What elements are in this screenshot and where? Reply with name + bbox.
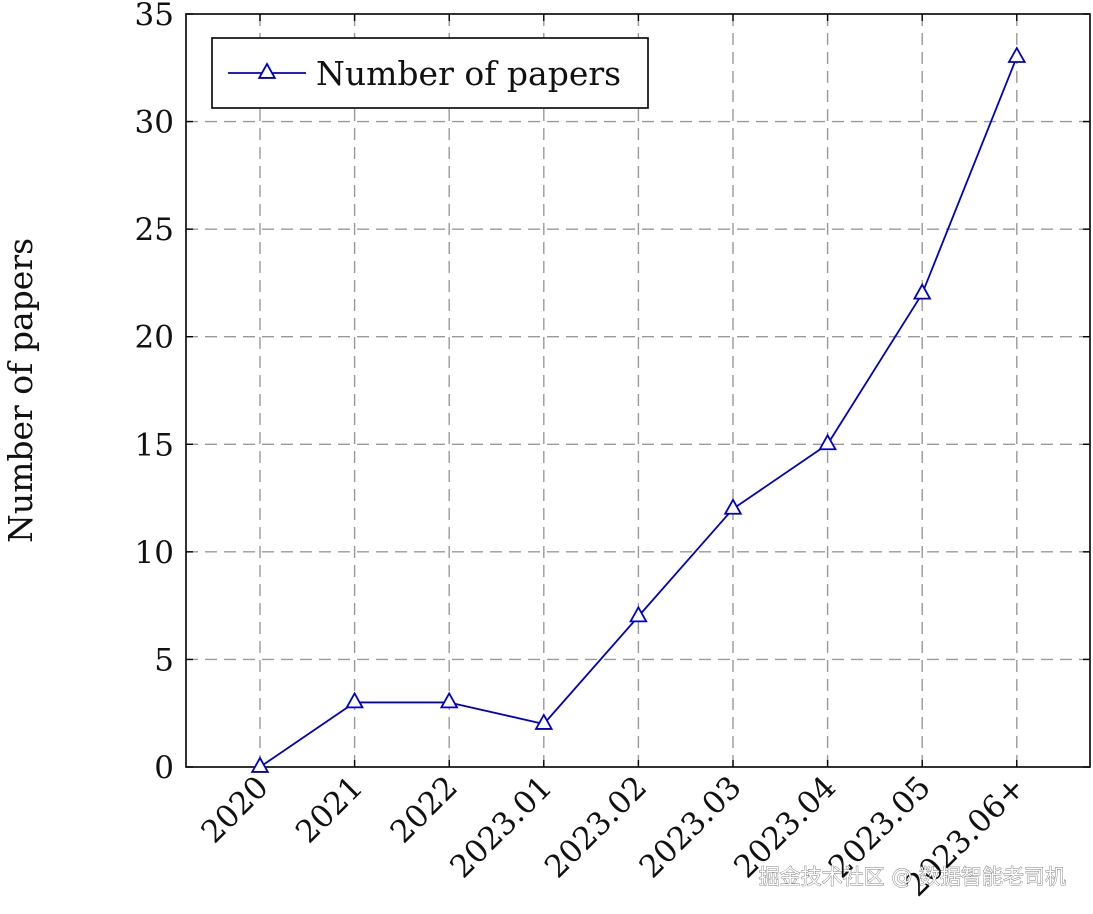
y-axis-title: Number of papers	[1, 238, 40, 543]
data-point-marker	[345, 691, 364, 709]
y-tick-label: 15	[135, 427, 174, 463]
y-tick-label: 20	[135, 320, 174, 356]
y-tick-label: 30	[135, 105, 174, 141]
data-point-marker	[912, 282, 932, 300]
x-tick-label: 2020	[194, 769, 275, 850]
x-axis-ticks: 2020 2021 20222023.012023.022023.032023.04…	[194, 14, 1032, 904]
plot-frame	[185, 13, 1091, 768]
grid-lines	[186, 14, 1090, 767]
data-point-marker	[250, 756, 270, 773]
legend: Number of papers	[211, 37, 649, 109]
legend-label: Number of papers	[316, 54, 621, 93]
y-tick-label: 5	[154, 642, 174, 678]
x-tick-label: 2023.02	[538, 769, 654, 885]
x-tick-label: 2023.03	[633, 769, 749, 885]
x-tick-label: 2022	[384, 769, 465, 850]
data-point-marker	[534, 713, 554, 730]
data-point-marker	[439, 691, 459, 709]
watermark-text: 掘金技术社区 @ 数据智能老司机	[759, 865, 1066, 889]
x-tick-label: 2023.01	[443, 769, 559, 885]
legend-triangle-marker	[257, 62, 277, 79]
y-tick-label: 10	[135, 535, 174, 571]
y-tick-label: 25	[135, 212, 174, 248]
data-point-marker	[723, 497, 743, 515]
series-group	[250, 46, 1027, 773]
x-tick-label: 2021	[289, 769, 370, 850]
data-point-marker	[1007, 46, 1027, 63]
data-point-marker	[818, 433, 837, 451]
y-axis-ticks: 0 5 10 15 20 25 30 35	[135, 0, 1090, 786]
y-tick-label: 35	[135, 0, 174, 33]
y-tick-label: 0	[154, 750, 174, 786]
data-point-marker	[629, 605, 648, 623]
